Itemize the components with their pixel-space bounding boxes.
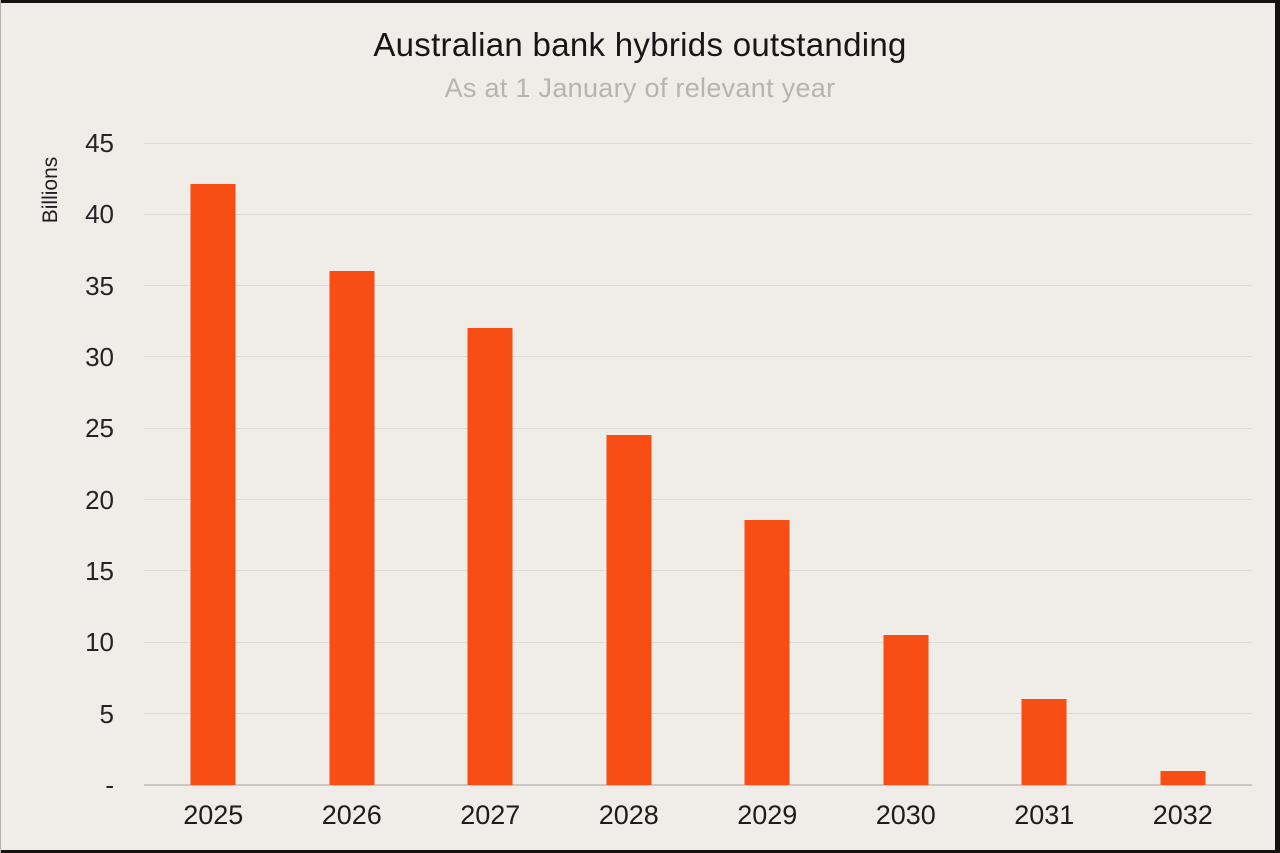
y-axis-tick-labels: 45 40 35 30 25 20 15 10 5 - [0, 128, 114, 800]
x-tick-label-2025: 2025 [183, 800, 244, 830]
bar-2026 [329, 271, 375, 785]
x-tick-label-2029: 2029 [737, 800, 798, 830]
x-tick-label-2028: 2028 [598, 800, 659, 830]
y-tick-label: 40 [85, 199, 114, 230]
bar-2027 [467, 328, 513, 785]
bar-2029 [744, 519, 790, 785]
gridline [144, 713, 1252, 715]
gridline [144, 427, 1252, 429]
bar-2028 [606, 435, 652, 785]
y-tick-label: 35 [85, 270, 114, 301]
bar-2030 [883, 635, 929, 785]
x-axis-line [144, 784, 1252, 786]
letterbox-top [0, 0, 1280, 3]
gridline [144, 641, 1252, 643]
plot-area [144, 142, 1252, 786]
frame-edge-left [0, 0, 1, 853]
gridline [144, 213, 1252, 215]
y-tick-label: 15 [85, 555, 114, 586]
y-tick-label: - [105, 770, 114, 800]
gridline [144, 285, 1252, 287]
x-tick-label-2030: 2030 [875, 800, 936, 830]
x-tick-label-2032: 2032 [1152, 800, 1213, 830]
gridline [144, 356, 1252, 358]
x-axis-tick-labels: 2025 2026 2027 2028 2029 2030 2031 2032 [144, 800, 1252, 840]
y-tick-label: 30 [85, 341, 114, 372]
y-tick-label: 20 [85, 484, 114, 515]
bar-2031 [1021, 699, 1067, 785]
bar-2025 [190, 184, 236, 785]
y-tick-label: 5 [99, 698, 114, 729]
y-tick-label: 45 [85, 128, 114, 158]
bar-2032 [1160, 770, 1206, 785]
x-tick-label-2026: 2026 [321, 800, 382, 830]
gridline [144, 499, 1252, 501]
chart-subtitle: As at 1 January of relevant year [444, 73, 836, 103]
x-tick-label-2031: 2031 [1014, 800, 1075, 830]
letterbox-bottom [0, 850, 1280, 853]
x-tick-label-2027: 2027 [460, 800, 521, 830]
y-tick-label: 10 [85, 627, 114, 658]
gridline [144, 570, 1252, 572]
gridline [144, 142, 1252, 144]
frame-edge-right [1275, 0, 1280, 853]
chart-title: Australian bank hybrids outstanding [373, 26, 907, 63]
y-tick-label: 25 [85, 413, 114, 444]
